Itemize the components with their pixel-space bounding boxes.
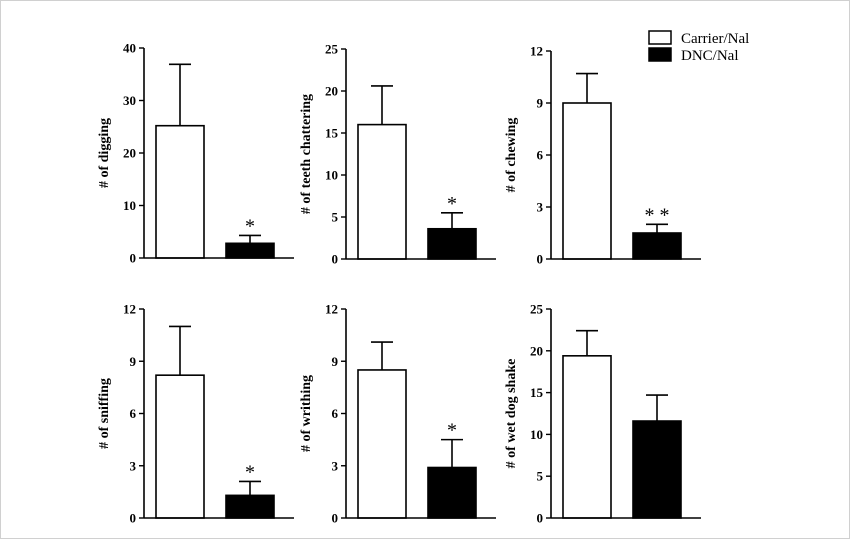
y-tick-label: 0 [537,252,544,267]
y-tick-label: 15 [325,126,339,141]
legend-label-carrier: Carrier/Nal [681,31,749,47]
y-tick-label: 10 [123,198,136,213]
bar [562,102,612,260]
significance-marker: * [245,461,255,483]
y-axis-label: # of digging [97,118,112,188]
y-tick-label: 12 [530,44,543,59]
y-tick-label: 0 [332,511,339,526]
y-tick-label: 6 [130,406,137,421]
y-axis-label: # of sniffing [97,378,112,449]
bar [155,374,205,519]
y-tick-label: 9 [537,96,544,111]
bar [155,124,205,259]
legend-swatch-dnc [648,47,672,62]
y-tick-label: 25 [530,302,544,317]
y-tick-label: 9 [332,354,339,369]
y-tick-label: 40 [123,41,136,56]
y-tick-label: 0 [130,251,137,266]
y-tick-label: 20 [530,343,543,358]
chart-panel: 0 10 20 30 40 # of digging * [97,41,294,266]
y-tick-label: 12 [325,302,338,317]
chart-panel: 0 5 10 15 20 25 # of teeth chattering * [299,42,496,267]
bar [357,123,407,260]
significance-marker: * [447,193,457,215]
y-tick-label: 10 [325,168,338,183]
bar [225,242,275,259]
y-tick-label: 20 [325,84,338,99]
y-tick-label: 0 [537,511,544,526]
y-tick-label: 0 [332,252,339,267]
chart-panel: 0 3 6 9 12 # of sniffing * [97,302,294,526]
y-tick-label: 6 [332,406,339,421]
y-tick-label: 5 [332,210,339,225]
y-tick-label: 9 [130,354,137,369]
chart-panel: 0 3 6 9 12 # of writhing * [299,302,496,526]
significance-marker: * * [645,204,670,226]
significance-marker: * [245,215,255,237]
bar [562,355,612,519]
y-axis-label: # of chewing [504,118,519,193]
y-tick-label: 20 [123,146,136,161]
legend-label-dnc: DNC/Nal [681,48,739,64]
y-tick-label: 3 [130,458,137,473]
y-tick-label: 3 [332,458,339,473]
bar [632,232,682,260]
legend: Carrier/Nal DNC/Nal [648,30,749,64]
y-tick-label: 0 [130,511,137,526]
y-axis-label: # of teeth chattering [299,94,314,214]
chart-panel: 0 3 6 9 12 # of chewing * * [504,44,701,267]
y-axis-label: # of writhing [299,375,314,452]
bar [357,369,407,519]
y-tick-label: 15 [530,385,544,400]
y-tick-label: 6 [537,148,544,163]
bar [427,466,477,519]
y-tick-label: 10 [530,427,543,442]
chart-panel: 0 5 10 15 20 25 # of wet dog shake [504,302,701,526]
y-tick-label: 30 [123,93,136,108]
bar [632,420,682,519]
y-tick-label: 3 [537,200,544,215]
significance-marker: * [447,420,457,442]
legend-swatch-carrier [648,30,672,45]
y-axis-label: # of wet dog shake [504,359,519,469]
y-tick-label: 12 [123,302,136,317]
bar [225,494,275,519]
y-tick-label: 25 [325,42,339,57]
y-tick-label: 5 [537,469,544,484]
bar [427,227,477,260]
